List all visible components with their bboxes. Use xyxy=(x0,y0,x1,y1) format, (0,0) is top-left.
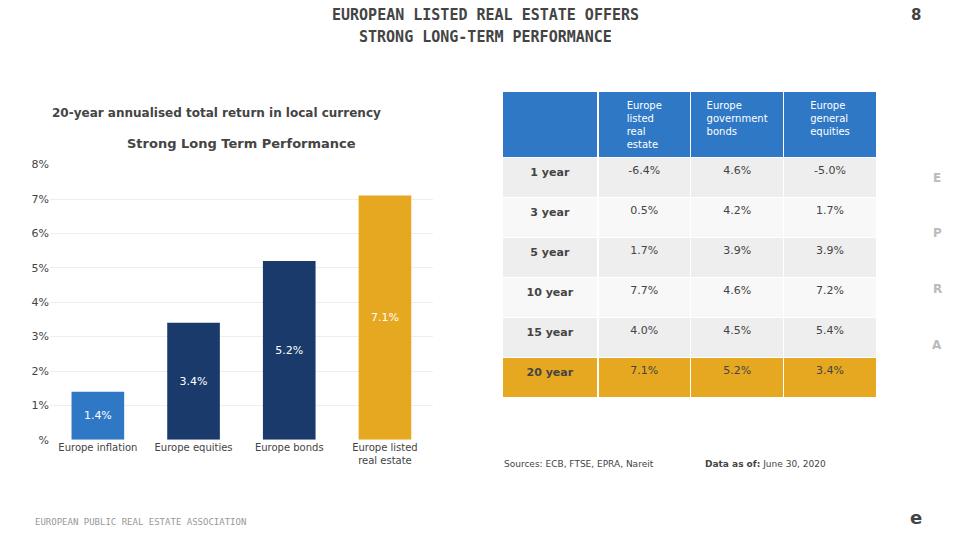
svg-text:A: A xyxy=(932,338,942,352)
svg-text:Europelistedrealestate: Europelistedrealestate xyxy=(627,100,662,150)
svg-text:8%: 8% xyxy=(32,158,49,171)
svg-text:4.5%: 4.5% xyxy=(723,324,751,337)
svg-text:3.4%: 3.4% xyxy=(180,375,208,388)
svg-text:2%: 2% xyxy=(32,365,49,378)
svg-text:P: P xyxy=(933,226,942,240)
svg-text:Europegovernmentbonds: Europegovernmentbonds xyxy=(707,100,768,137)
svg-text:1.7%: 1.7% xyxy=(816,204,844,217)
svg-text:3 year: 3 year xyxy=(530,206,570,219)
svg-text:Europe inflation: Europe inflation xyxy=(58,442,137,453)
svg-text:STRONG LONG-TERM PERFORMANCE: STRONG LONG-TERM PERFORMANCE xyxy=(359,28,612,46)
svg-text:Europe listedreal estate: Europe listedreal estate xyxy=(352,442,418,466)
svg-text:4.6%: 4.6% xyxy=(723,284,751,297)
svg-text:3%: 3% xyxy=(32,330,49,343)
svg-text:EUROPEAN PUBLIC REAL ESTATE AS: EUROPEAN PUBLIC REAL ESTATE ASSOCIATION xyxy=(35,517,246,527)
svg-text:EUROPEAN LISTED REAL ESTATE OF: EUROPEAN LISTED REAL ESTATE OFFERS xyxy=(332,6,639,24)
svg-text:Europegeneralequities: Europegeneralequities xyxy=(810,100,850,137)
svg-text:3.9%: 3.9% xyxy=(816,244,844,257)
svg-text:0.5%: 0.5% xyxy=(630,204,658,217)
svg-text:15 year: 15 year xyxy=(527,326,574,339)
svg-text:Europe equities: Europe equities xyxy=(155,442,233,453)
svg-text:-5.0%: -5.0% xyxy=(814,164,846,177)
svg-text:e: e xyxy=(910,507,922,528)
svg-text:%: % xyxy=(39,434,49,447)
svg-text:R: R xyxy=(933,282,942,296)
svg-text:8: 8 xyxy=(911,6,921,24)
svg-text:-6.4%: -6.4% xyxy=(628,164,660,177)
svg-text:5.2%: 5.2% xyxy=(275,344,303,357)
svg-text:4.2%: 4.2% xyxy=(723,204,751,217)
svg-text:Data as of: June 30, 2020: Data as of: June 30, 2020 xyxy=(705,459,826,469)
svg-text:Strong Long Term Performance: Strong Long Term Performance xyxy=(127,136,356,151)
svg-text:E: E xyxy=(933,171,941,185)
svg-text:7.1%: 7.1% xyxy=(371,311,399,324)
svg-text:7.7%: 7.7% xyxy=(630,284,658,297)
svg-text:7.1%: 7.1% xyxy=(630,364,658,377)
svg-text:5.4%: 5.4% xyxy=(816,324,844,337)
svg-text:1.7%: 1.7% xyxy=(630,244,658,257)
svg-text:1.4%: 1.4% xyxy=(84,409,112,422)
svg-text:1%: 1% xyxy=(32,399,49,412)
svg-text:Europe bonds: Europe bonds xyxy=(255,442,324,453)
svg-text:Sources: ECB, FTSE, EPRA, Nare: Sources: ECB, FTSE, EPRA, Nareit xyxy=(504,459,654,469)
svg-text:10 year: 10 year xyxy=(527,286,574,299)
svg-text:3.9%: 3.9% xyxy=(723,244,751,257)
svg-text:4%: 4% xyxy=(32,296,49,309)
svg-text:20-year annualised total retur: 20-year annualised total return in local… xyxy=(52,106,381,120)
svg-text:5%: 5% xyxy=(32,262,49,275)
svg-text:4.6%: 4.6% xyxy=(723,164,751,177)
svg-text:6%: 6% xyxy=(32,227,49,240)
svg-text:7%: 7% xyxy=(32,193,49,206)
svg-text:5 year: 5 year xyxy=(530,246,570,259)
svg-text:3.4%: 3.4% xyxy=(816,364,844,377)
svg-text:1 year: 1 year xyxy=(530,166,570,179)
svg-text:5.2%: 5.2% xyxy=(723,364,751,377)
svg-text:20 year: 20 year xyxy=(527,366,574,379)
svg-text:7.2%: 7.2% xyxy=(816,284,844,297)
svg-text:4.0%: 4.0% xyxy=(630,324,658,337)
